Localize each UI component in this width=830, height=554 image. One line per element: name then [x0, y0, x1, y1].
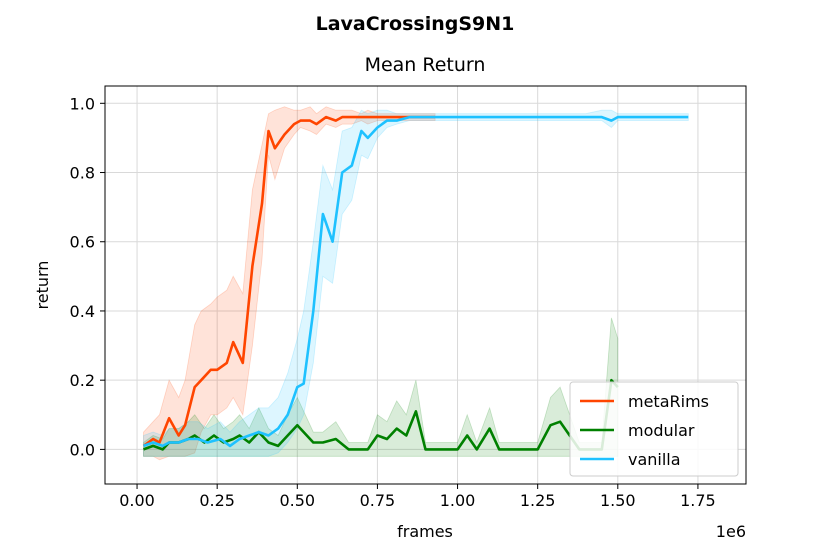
x-tick-label: 0.75 [360, 491, 396, 510]
y-tick-label: 1.0 [70, 94, 95, 113]
y-tick-label: 0.8 [70, 164, 95, 183]
x-tick-label: 0.25 [199, 491, 235, 510]
x-tick-label: 0.50 [279, 491, 315, 510]
legend-frame [569, 381, 739, 477]
legend-label-vanilla: vanilla [628, 450, 681, 469]
y-tick-label: 0.4 [70, 302, 95, 321]
x-axis-ticks: 0.00 0.25 0.50 0.75 1.00 1.25 1.50 1.75 [119, 484, 716, 510]
x-tick-label: 1.75 [680, 491, 716, 510]
x-tick-label: 0.00 [119, 491, 155, 510]
y-tick-label: 0.6 [70, 233, 95, 252]
series-line-modular [143, 378, 619, 451]
x-tick-label: 1.25 [520, 491, 556, 510]
plot-frame [104, 85, 747, 485]
x-axis-offset-label: 1e6 [716, 522, 746, 541]
y-tick-label: 0.0 [70, 440, 95, 459]
chart-title: Mean Return [365, 54, 486, 76]
gridlines [105, 86, 746, 484]
series-band-metaRims [143, 106, 436, 461]
series-band-vanilla [143, 109, 689, 457]
x-tick-label: 1.00 [440, 491, 476, 510]
series-line-vanilla [143, 115, 689, 448]
x-axis-label: frames [397, 522, 453, 541]
y-tick-label: 0.2 [70, 371, 95, 390]
legend: metaRims modular vanilla [569, 381, 739, 477]
chart-suptitle: LavaCrossingS9N1 [316, 13, 515, 35]
series-lines [142, 115, 689, 451]
series-line-metaRims [142, 115, 436, 447]
x-tick-label: 1.50 [600, 491, 636, 510]
y-axis-label: return [33, 261, 52, 310]
legend-label-modular: modular [628, 421, 695, 440]
y-axis-ticks: 0.0 0.2 0.4 0.6 0.8 1.0 [70, 94, 105, 459]
legend-label-metaRims: metaRims [628, 392, 709, 411]
